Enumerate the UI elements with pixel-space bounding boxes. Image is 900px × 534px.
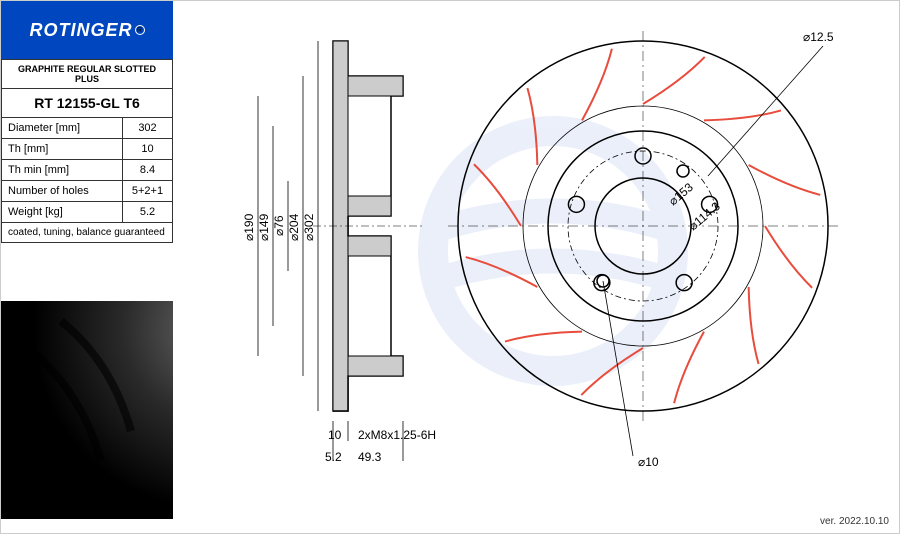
spec-label: Th min [mm]: [2, 160, 123, 181]
spec-value: 10: [123, 139, 173, 160]
spec-table: GRAPHITE REGULAR SLOTTED PLUS RT 12155-G…: [1, 59, 173, 243]
front-view: ⌀12.5 ⌀10 ⌀153 ⌀114.3: [448, 30, 838, 469]
slot: [643, 57, 705, 104]
dim-d302: ⌀302: [302, 213, 316, 241]
dim-d114: ⌀114.3: [686, 199, 723, 233]
slot: [582, 49, 612, 121]
spec-label: Th [mm]: [2, 139, 123, 160]
spec-note: coated, tuning, balance guaranteed: [2, 223, 173, 243]
part-number: RT 12155-GL T6: [2, 89, 173, 118]
dim-depth: 49.3: [358, 450, 382, 464]
callout-d12: ⌀12.5: [803, 30, 834, 44]
brand-logo: ROTINGER R: [1, 1, 173, 59]
dim-th: 10: [328, 428, 342, 442]
dim-d204: ⌀204: [287, 213, 301, 241]
dim-offset: 5.2: [325, 450, 342, 464]
slot: [765, 226, 812, 288]
dim-d153: ⌀153: [666, 180, 696, 208]
slot: [674, 332, 704, 404]
spec-value: 5+2+1: [123, 181, 173, 202]
spec-label: Weight [kg]: [2, 202, 123, 223]
dim-d149: ⌀149: [257, 213, 271, 241]
technical-drawing: ⌀302 ⌀204 ⌀76 ⌀149 ⌀190 10 5.2 49.3 2xM8…: [173, 1, 900, 521]
logo-text: ROTINGER: [29, 20, 132, 41]
dim-thread: 2xM8x1.25-6H: [358, 428, 436, 442]
slot: [749, 287, 759, 364]
spec-header: GRAPHITE REGULAR SLOTTED PLUS: [2, 60, 173, 89]
registered-icon: R: [135, 25, 145, 35]
dim-d76: ⌀76: [272, 215, 286, 236]
dim-d190: ⌀190: [242, 213, 256, 241]
spec-value: 5.2: [123, 202, 173, 223]
spec-label: Diameter [mm]: [2, 118, 123, 139]
slot: [704, 110, 781, 120]
product-photo: [1, 301, 173, 519]
callout-d10: ⌀10: [638, 455, 659, 469]
slot: [505, 332, 582, 342]
spec-value: 8.4: [123, 160, 173, 181]
spec-value: 302: [123, 118, 173, 139]
section-view: ⌀302 ⌀204 ⌀76 ⌀149 ⌀190 10 5.2 49.3 2xM8…: [242, 41, 436, 464]
slot: [749, 165, 821, 195]
spec-label: Number of holes: [2, 181, 123, 202]
watermark-icon: [433, 131, 673, 371]
